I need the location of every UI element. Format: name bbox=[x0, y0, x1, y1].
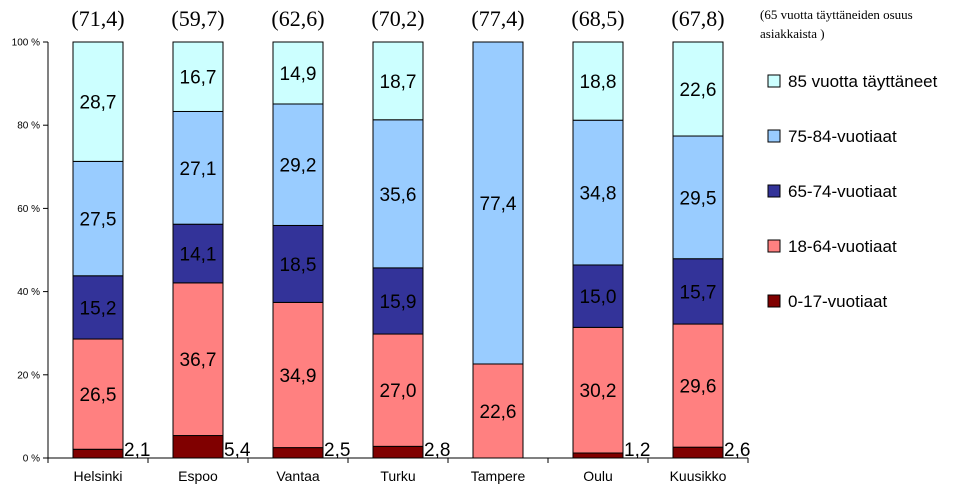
legend-label: 18-64-vuotiaat bbox=[788, 237, 897, 256]
legend-label: 65-74-vuotiaat bbox=[788, 182, 897, 201]
top-share-label: (77,4) bbox=[471, 6, 524, 31]
data-label: 2,8 bbox=[424, 440, 450, 461]
category-label: Helsinki bbox=[73, 468, 122, 484]
bar-segment bbox=[72, 338, 124, 450]
data-label: 77,4 bbox=[480, 194, 517, 215]
category-label: Tampere bbox=[471, 468, 526, 484]
top-note-text: (65 vuotta täyttäneiden osuus bbox=[760, 7, 913, 22]
legend-swatch bbox=[767, 294, 781, 308]
top-share-label: (62,6) bbox=[271, 6, 324, 31]
top-note-text: asiakkaista ) bbox=[760, 26, 825, 41]
data-label: 2,5 bbox=[324, 440, 350, 461]
bar-segment bbox=[272, 224, 324, 303]
bar-segment bbox=[672, 323, 724, 448]
top-share-label: (67,8) bbox=[671, 6, 724, 31]
category-label: Oulu bbox=[583, 468, 613, 484]
category-label: Espoo bbox=[178, 468, 218, 484]
bar-segment bbox=[72, 448, 124, 459]
bar-segment bbox=[672, 446, 724, 459]
data-label: 15,2 bbox=[80, 298, 117, 319]
data-label: 18,8 bbox=[580, 72, 617, 93]
bar-segment bbox=[372, 445, 424, 459]
legend-label: 0-17-vuotiaat bbox=[788, 292, 888, 311]
top-share-label: (59,7) bbox=[171, 6, 224, 31]
bar-segment bbox=[572, 41, 624, 121]
data-label: 30,2 bbox=[580, 381, 617, 402]
data-label: 27,1 bbox=[180, 159, 217, 180]
y-tick-label: 20 % bbox=[17, 370, 40, 381]
data-label: 2,6 bbox=[724, 440, 750, 461]
data-label: 22,6 bbox=[480, 402, 517, 423]
data-label: 2,1 bbox=[124, 440, 150, 461]
bar-segment bbox=[372, 333, 424, 447]
data-label: 14,1 bbox=[180, 245, 217, 266]
data-label: 36,7 bbox=[180, 350, 217, 371]
bar-segment bbox=[172, 282, 224, 437]
bar-segment bbox=[372, 41, 424, 121]
data-label: 16,7 bbox=[180, 68, 217, 89]
bar-segment bbox=[272, 41, 324, 105]
data-label: 34,8 bbox=[580, 184, 617, 205]
bar-segment bbox=[72, 275, 124, 340]
bar-segment bbox=[672, 135, 724, 260]
bar-segment bbox=[372, 267, 424, 335]
data-label: 1,2 bbox=[624, 440, 650, 461]
bar-segment bbox=[472, 41, 524, 365]
data-label: 27,0 bbox=[380, 381, 417, 402]
data-label: 22,6 bbox=[680, 80, 717, 101]
bar-segment bbox=[172, 41, 224, 112]
category-label: Turku bbox=[380, 468, 415, 484]
top-share-label: (70,2) bbox=[371, 6, 424, 31]
data-label: 28,7 bbox=[80, 93, 117, 114]
data-label: 15,0 bbox=[580, 287, 617, 308]
legend-swatch bbox=[767, 129, 781, 143]
bar-segment bbox=[572, 326, 624, 454]
data-label: 15,9 bbox=[380, 292, 417, 313]
bar-segment bbox=[172, 435, 224, 459]
legend-swatch bbox=[767, 184, 781, 198]
top-share-label: (68,5) bbox=[571, 6, 624, 31]
bar-segment bbox=[472, 363, 524, 459]
legend-label: 75-84-vuotiaat bbox=[788, 127, 897, 146]
data-label: 18,7 bbox=[380, 72, 417, 93]
y-tick-label: 40 % bbox=[17, 287, 40, 298]
data-label: 29,2 bbox=[280, 156, 317, 177]
top-share-label: (71,4) bbox=[71, 6, 124, 31]
data-label: 15,7 bbox=[680, 282, 717, 303]
data-label: 27,5 bbox=[80, 210, 117, 231]
y-tick-label: 0 % bbox=[23, 454, 40, 465]
bar-segment bbox=[72, 41, 124, 162]
data-label: 34,9 bbox=[280, 366, 317, 387]
y-tick-label: 100 % bbox=[12, 38, 40, 49]
data-label: 26,5 bbox=[80, 385, 117, 406]
bar-segment bbox=[572, 452, 624, 459]
legend-swatch bbox=[767, 74, 781, 88]
legend-swatch bbox=[767, 239, 781, 253]
data-label: 18,5 bbox=[280, 255, 317, 276]
data-label: 29,6 bbox=[680, 377, 717, 398]
bar-segment bbox=[72, 160, 124, 277]
bar-segment bbox=[672, 41, 724, 137]
category-label: Vantaa bbox=[276, 468, 320, 484]
data-label: 14,9 bbox=[280, 64, 317, 85]
legend-label: 85 vuotta täyttäneet bbox=[788, 72, 938, 91]
bar-segment bbox=[272, 447, 324, 459]
bar-segment bbox=[372, 119, 424, 269]
data-label: 5,4 bbox=[224, 440, 251, 461]
y-tick-label: 80 % bbox=[17, 121, 40, 132]
category-label: Kuusikko bbox=[670, 468, 727, 484]
data-label: 35,6 bbox=[380, 185, 417, 206]
bar-segment bbox=[572, 119, 624, 266]
bar-segment bbox=[272, 301, 324, 449]
y-tick-label: 60 % bbox=[17, 204, 40, 215]
bar-segment bbox=[172, 223, 224, 284]
data-label: 29,5 bbox=[680, 188, 717, 209]
bar-segment bbox=[272, 103, 324, 226]
